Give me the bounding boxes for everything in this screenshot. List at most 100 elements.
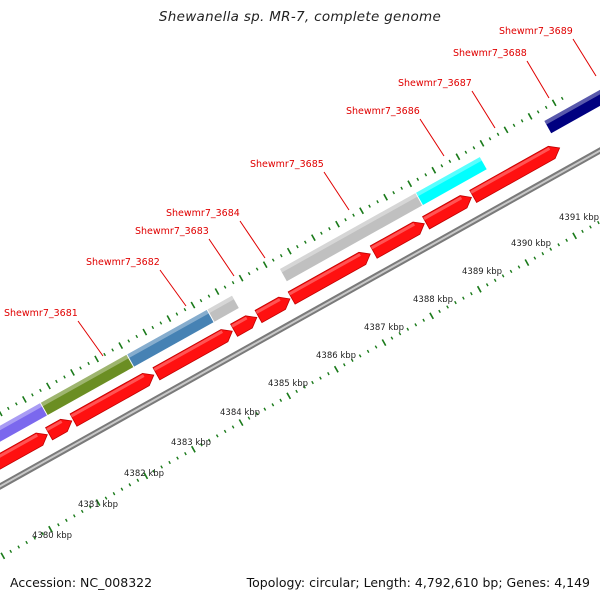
minor-tick bbox=[14, 402, 18, 406]
minor-tick bbox=[295, 389, 299, 394]
gene-label[interactable]: Shewmr7_3683 bbox=[135, 226, 209, 237]
major-tick bbox=[94, 355, 99, 363]
minor-tick bbox=[176, 456, 179, 460]
gene-label[interactable]: Shewmr7_3681 bbox=[4, 308, 78, 319]
minor-tick bbox=[112, 491, 116, 496]
major-tick bbox=[22, 396, 27, 403]
major-tick bbox=[407, 180, 413, 188]
minor-tick bbox=[103, 352, 107, 357]
minor-tick bbox=[151, 325, 155, 330]
major-tick bbox=[524, 259, 530, 266]
minor-tick bbox=[501, 274, 505, 278]
scale-label: 4386 kbp bbox=[316, 351, 356, 361]
minor-tick bbox=[152, 469, 156, 474]
major-tick bbox=[359, 207, 364, 215]
minor-tick bbox=[223, 285, 227, 289]
major-tick bbox=[238, 419, 244, 426]
gene-leader-line bbox=[572, 38, 597, 77]
gene-label[interactable]: Shewmr7_3687 bbox=[398, 78, 472, 89]
gene-leader-line bbox=[526, 60, 550, 99]
minor-tick bbox=[392, 191, 396, 195]
gene-leader-line bbox=[159, 269, 187, 307]
scale-label: 4390 kbp bbox=[511, 239, 551, 249]
gene-leader-line bbox=[471, 90, 496, 129]
cds-arrow bbox=[230, 315, 258, 337]
cog-segment-highlight bbox=[416, 157, 482, 197]
minor-tick bbox=[111, 348, 115, 352]
minor-tick bbox=[352, 213, 355, 217]
cds-arrow bbox=[152, 329, 233, 381]
cog-segment bbox=[127, 310, 214, 367]
major-tick bbox=[431, 166, 437, 174]
major-tick bbox=[0, 552, 6, 560]
major-tick bbox=[191, 445, 196, 453]
major-tick bbox=[48, 525, 53, 533]
major-tick bbox=[311, 234, 316, 242]
minor-tick bbox=[33, 536, 36, 540]
minor-tick bbox=[223, 429, 227, 434]
cds-arrow bbox=[0, 432, 48, 470]
major-tick bbox=[333, 365, 339, 373]
minor-tick bbox=[517, 265, 521, 269]
cds-arrow-highlight bbox=[255, 298, 281, 314]
cog-segment bbox=[0, 403, 47, 442]
minor-tick bbox=[168, 460, 171, 465]
minor-tick bbox=[390, 336, 394, 340]
minor-tick bbox=[488, 137, 492, 141]
minor-tick bbox=[199, 298, 203, 303]
minor-tick bbox=[557, 243, 561, 247]
gene-label[interactable]: Shewmr7_3682 bbox=[86, 257, 160, 268]
minor-tick bbox=[215, 434, 219, 438]
major-tick bbox=[143, 472, 149, 480]
minor-tick bbox=[231, 280, 235, 285]
minor-tick bbox=[440, 164, 444, 168]
major-tick bbox=[383, 193, 388, 201]
gene-label[interactable]: Shewmr7_3689 bbox=[499, 26, 573, 37]
major-tick bbox=[286, 247, 292, 255]
minor-tick bbox=[135, 334, 139, 339]
gene-leader-line bbox=[323, 171, 350, 211]
minor-tick bbox=[271, 403, 275, 407]
minor-tick bbox=[17, 545, 21, 549]
cds-arrow bbox=[69, 372, 155, 427]
minor-tick bbox=[295, 244, 299, 249]
gene-label[interactable]: Shewmr7_3685 bbox=[250, 159, 324, 170]
major-tick bbox=[476, 285, 482, 293]
minor-tick bbox=[207, 294, 211, 298]
minor-tick bbox=[31, 393, 34, 397]
backbone bbox=[0, 147, 600, 490]
cds-arrow-highlight bbox=[231, 316, 248, 328]
minor-tick bbox=[597, 220, 600, 225]
cds-arrow-highlight bbox=[470, 147, 551, 194]
minor-tick bbox=[368, 204, 371, 208]
minor-tick bbox=[344, 218, 347, 222]
gene-label[interactable]: Shewmr7_3686 bbox=[346, 106, 420, 117]
minor-tick bbox=[9, 549, 13, 554]
major-tick bbox=[572, 232, 577, 240]
minor-tick bbox=[496, 132, 500, 136]
minor-tick bbox=[589, 225, 592, 229]
minor-tick bbox=[63, 375, 66, 379]
minor-tick bbox=[207, 438, 211, 442]
gene-label[interactable]: Shewmr7_3684 bbox=[166, 208, 240, 219]
minor-tick bbox=[493, 278, 497, 282]
minor-tick bbox=[454, 300, 457, 305]
scale-label: 4387 kbp bbox=[364, 323, 404, 333]
gene-label[interactable]: Shewmr7_3688 bbox=[453, 48, 527, 59]
cog-segment-highlight bbox=[207, 295, 234, 313]
major-tick bbox=[503, 126, 509, 134]
major-tick bbox=[381, 339, 387, 346]
minor-tick bbox=[127, 339, 131, 343]
minor-tick bbox=[72, 514, 76, 518]
minor-tick bbox=[55, 379, 58, 384]
minor-tick bbox=[358, 354, 362, 358]
minor-tick bbox=[311, 380, 314, 385]
major-tick bbox=[46, 382, 51, 390]
minor-tick bbox=[303, 385, 306, 389]
minor-tick bbox=[366, 349, 370, 354]
cds-arrow-highlight bbox=[46, 420, 63, 432]
minor-tick bbox=[159, 321, 163, 325]
scale-label: 4382 kbp bbox=[124, 469, 164, 479]
minor-tick bbox=[464, 150, 468, 154]
